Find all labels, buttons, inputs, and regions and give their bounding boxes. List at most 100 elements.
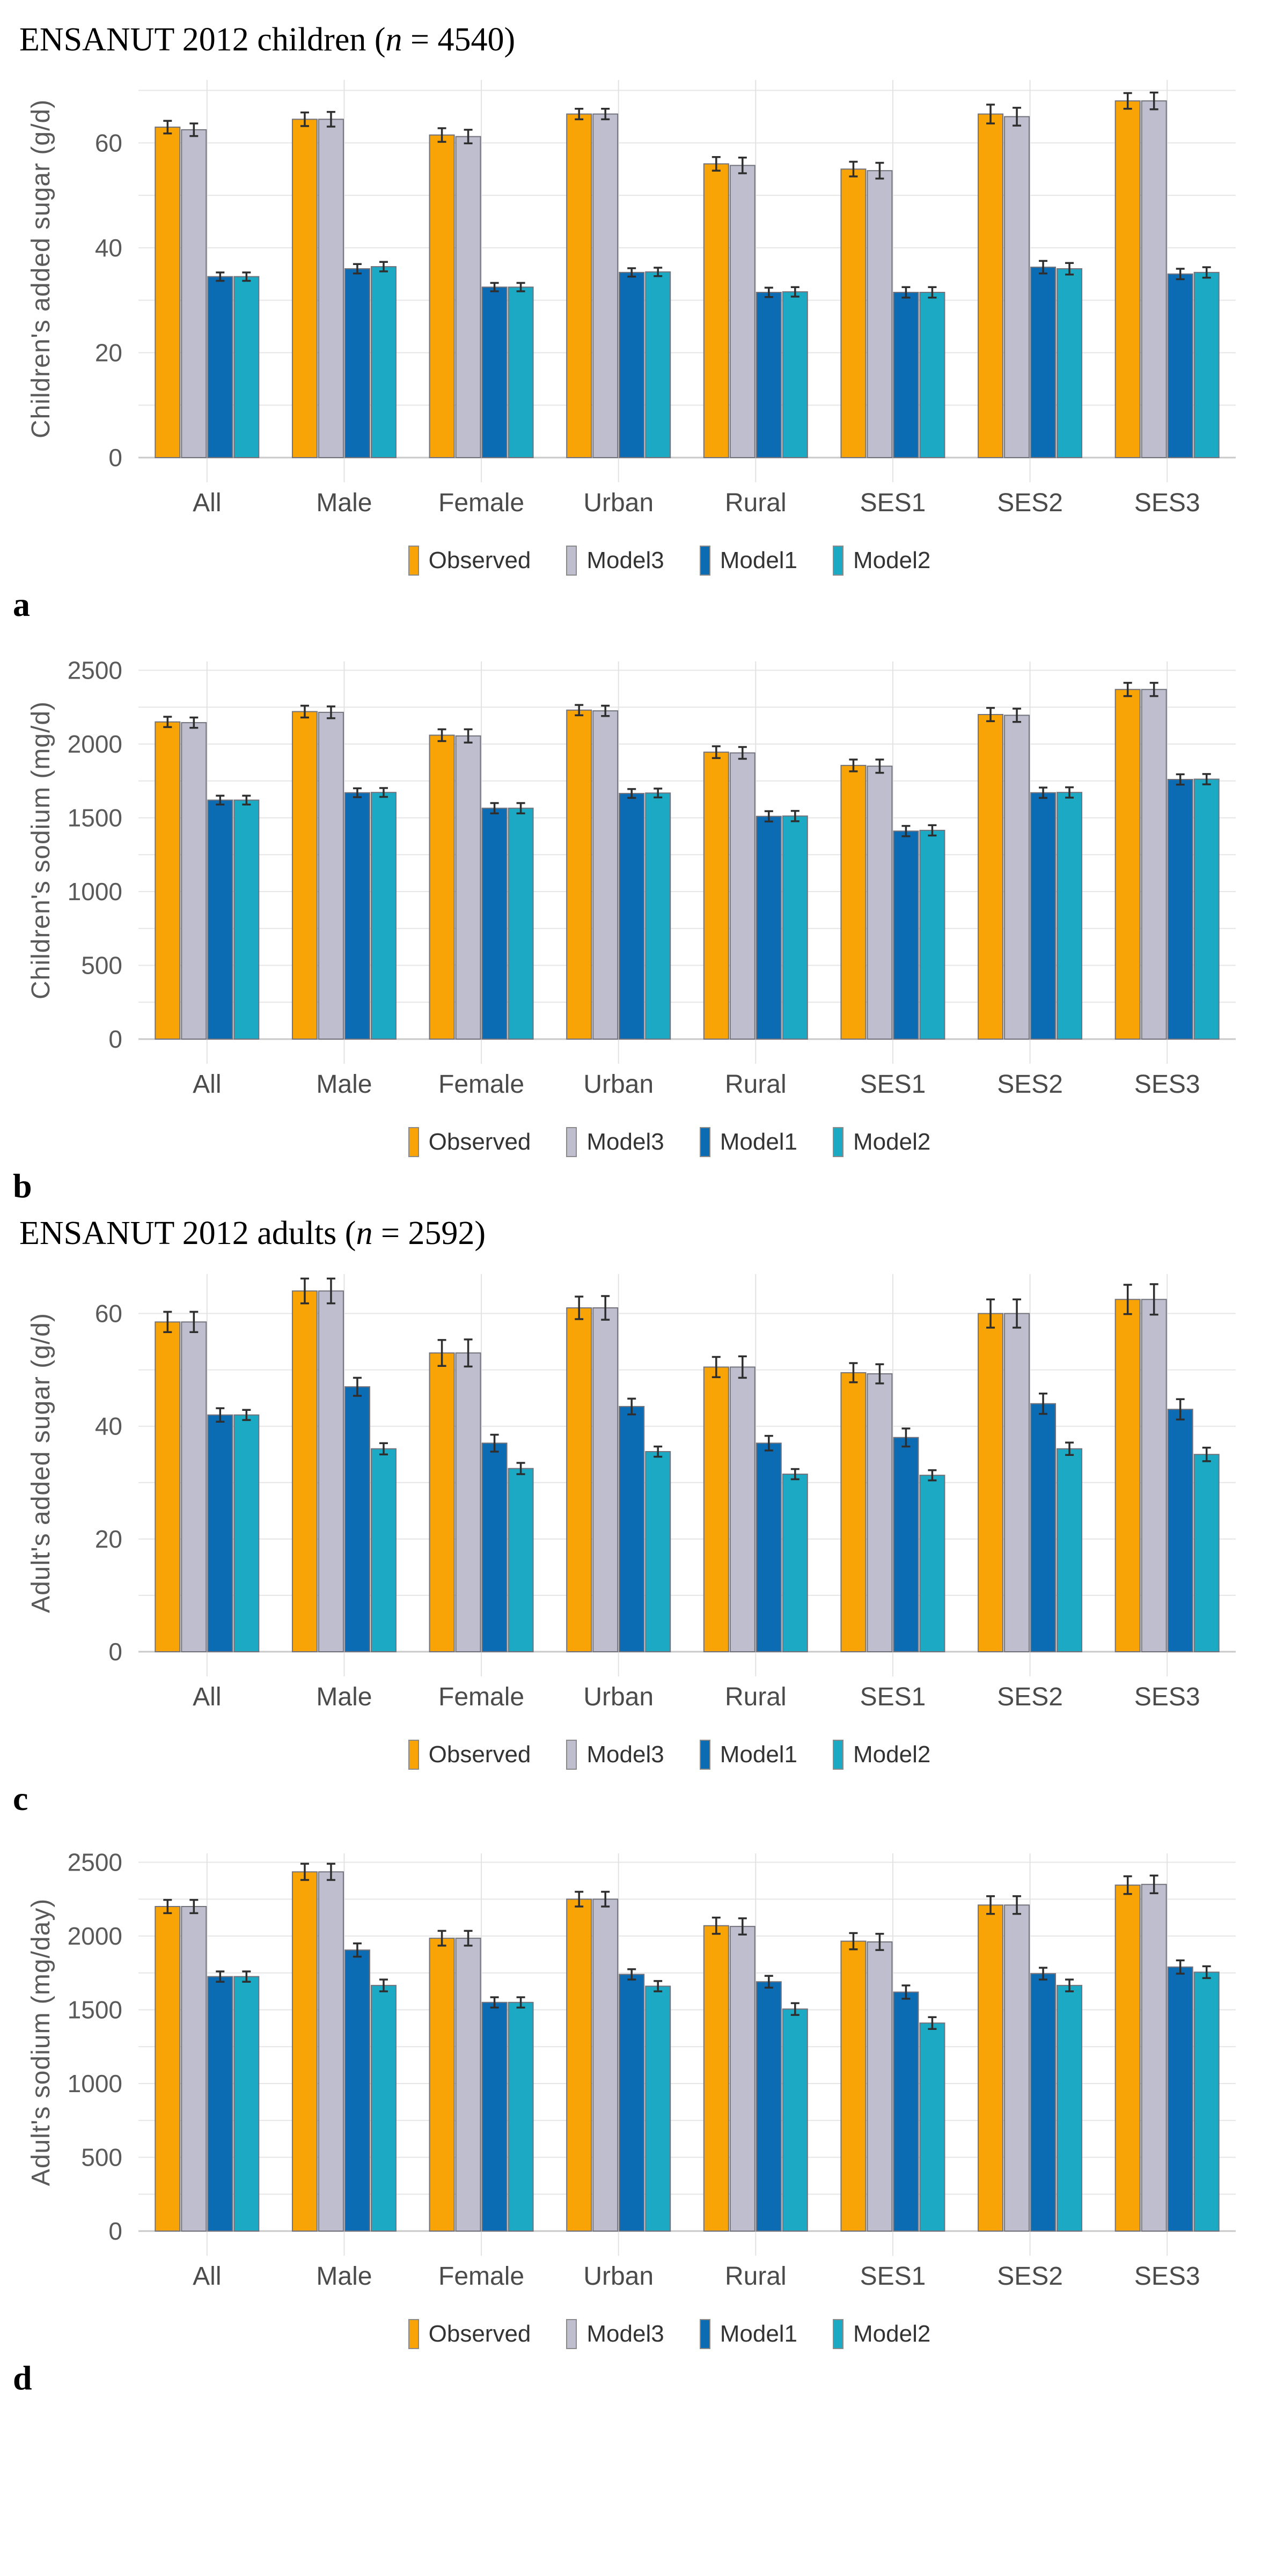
- bar-model1-rural: [755, 1442, 782, 1652]
- legend-panel-b: Observed Model3 Model1 Model2: [91, 1125, 1248, 1159]
- x-category-label: Male: [316, 1683, 372, 1711]
- y-tick-label: 0: [108, 444, 122, 472]
- bar-model2-all: [233, 799, 260, 1040]
- bar-model2-male: [370, 266, 397, 459]
- x-category-label: Urban: [583, 1683, 654, 1711]
- y-tick-label: 1000: [68, 878, 122, 906]
- bar-model2-ses2: [1057, 268, 1083, 459]
- legend-swatch-model2: [833, 546, 844, 576]
- bar-observed-male: [291, 119, 318, 459]
- bar-model3-rural: [729, 1926, 755, 2232]
- bar-observed-ses1: [840, 765, 867, 1040]
- bar-model1-all: [207, 799, 233, 1040]
- y-tick-label: 40: [95, 234, 122, 262]
- bar-model1-all: [207, 1414, 233, 1652]
- bar-observed-ses1: [840, 1940, 867, 2232]
- y-tick-label: 20: [95, 339, 122, 367]
- bar-observed-rural: [703, 163, 729, 459]
- bar-model2-ses1: [919, 1474, 945, 1652]
- legend-label: Observed: [428, 1129, 531, 1155]
- bar-model2-urban: [645, 271, 671, 459]
- bar-model2-female: [508, 808, 534, 1040]
- bar-model3-female: [455, 1352, 481, 1652]
- legend-item-model1: Model1: [699, 2319, 797, 2349]
- legend-item-model1: Model1: [699, 546, 797, 576]
- legend-label: Model2: [853, 1741, 931, 1768]
- y-tick-label: 2500: [68, 657, 122, 685]
- bar-model1-rural: [755, 292, 782, 459]
- bar-observed-ses2: [978, 1313, 1004, 1652]
- bar-model1-urban: [619, 793, 645, 1040]
- y-tick-label: 500: [81, 2143, 122, 2171]
- legend-item-model1: Model1: [699, 1127, 798, 1158]
- legend-swatch-model2: [833, 1127, 844, 1158]
- bar-model2-all: [233, 1414, 260, 1652]
- panel-b-figure: 0 500 1000 1500 2000 2500 Children's sodium (m…: [0, 647, 1269, 1159]
- title-suffix: = 4540): [402, 21, 516, 58]
- bar-model2-rural: [782, 291, 808, 459]
- bar-model3-ses3: [1141, 100, 1167, 459]
- x-category-label: SES1: [860, 2262, 926, 2291]
- bar-model2-female: [508, 286, 534, 459]
- bar-model3-all: [181, 1321, 207, 1652]
- adults-added-sugar-bar-chart: 0 20 40 60 Adult's added sugar (g/d) All Male F…: [27, 1274, 1236, 1711]
- x-category-label: Female: [438, 1683, 524, 1711]
- bar-model3-urban: [592, 113, 619, 459]
- y-tick-label: 2500: [68, 1848, 122, 1876]
- x-category-label: SES2: [997, 1683, 1063, 1711]
- x-category-label: SES3: [1134, 2262, 1200, 2291]
- bar-model2-male: [370, 1448, 397, 1652]
- bar-observed-female: [429, 135, 455, 459]
- adults-sodium-bar-chart: 0 500 1000 1500 2000 2500 Adult's sodium (mg/d…: [27, 1848, 1236, 2291]
- legend-label: Model1: [720, 1129, 798, 1155]
- panel-label-d: d: [13, 2358, 32, 2397]
- bar-observed-urban: [566, 113, 592, 459]
- children-figure-title: ENSANUT 2012 children (n = 4540): [19, 21, 1269, 58]
- legend-item-model3: Model3: [566, 546, 664, 576]
- bar-model3-ses2: [1004, 1904, 1030, 2232]
- y-tick-label: 60: [95, 1299, 122, 1327]
- legend-swatch-model3: [566, 546, 577, 576]
- bar-model3-all: [181, 1905, 207, 2232]
- bar-model3-urban: [592, 1898, 619, 2232]
- x-category-label: Rural: [725, 1070, 787, 1099]
- y-tick-label: 1500: [68, 804, 122, 832]
- x-category-label: Urban: [583, 489, 654, 517]
- bar-model1-ses1: [893, 1991, 919, 2232]
- x-category-label: SES2: [997, 2262, 1063, 2291]
- children-sodium-bar-chart: 0 500 1000 1500 2000 2500 Children's sodium (m…: [27, 657, 1236, 1099]
- y-axis-label: Children's added sugar (g/d): [27, 99, 55, 438]
- bar-model1-urban: [619, 1405, 645, 1652]
- bar-model1-rural: [755, 816, 782, 1040]
- x-category-label: All: [193, 1683, 221, 1711]
- x-category-label: SES3: [1134, 1070, 1200, 1099]
- legend-item-model2: Model2: [833, 1739, 931, 1770]
- bar-model1-ses3: [1167, 1409, 1193, 1652]
- panel-label-c: c: [13, 1779, 28, 1817]
- bar-model2-rural: [782, 2008, 808, 2232]
- bar-observed-rural: [703, 752, 729, 1040]
- legend-swatch-model1: [699, 1127, 710, 1158]
- legend-label: Model3: [586, 547, 664, 574]
- bar-model3-ses3: [1141, 1883, 1167, 2232]
- bar-model2-female: [508, 1468, 534, 1652]
- bar-model1-ses1: [893, 830, 919, 1040]
- legend-swatch-model1: [699, 546, 710, 576]
- bar-model2-ses1: [919, 2022, 945, 2232]
- legend-swatch-observed: [408, 1127, 419, 1158]
- legend-swatch-observed: [408, 1739, 419, 1770]
- title-n-italic: n: [385, 21, 402, 58]
- bar-model3-ses1: [867, 766, 893, 1040]
- bar-observed-rural: [703, 1366, 729, 1652]
- x-category-label: Male: [316, 2262, 372, 2291]
- bar-model2-male: [370, 1985, 397, 2232]
- legend-item-model2: Model2: [833, 546, 930, 576]
- bar-model2-rural: [782, 815, 808, 1040]
- bar-model3-male: [318, 1290, 344, 1652]
- legend-item-model2: Model2: [833, 2319, 930, 2349]
- bar-observed-ses3: [1114, 689, 1141, 1040]
- adults-figure-title: ENSANUT 2012 adults (n = 2592): [19, 1215, 1269, 1252]
- bar-model2-ses3: [1193, 272, 1220, 459]
- bar-model1-ses1: [893, 292, 919, 459]
- legend-panel-a: Observed Model3 Model1 Model2: [91, 543, 1248, 578]
